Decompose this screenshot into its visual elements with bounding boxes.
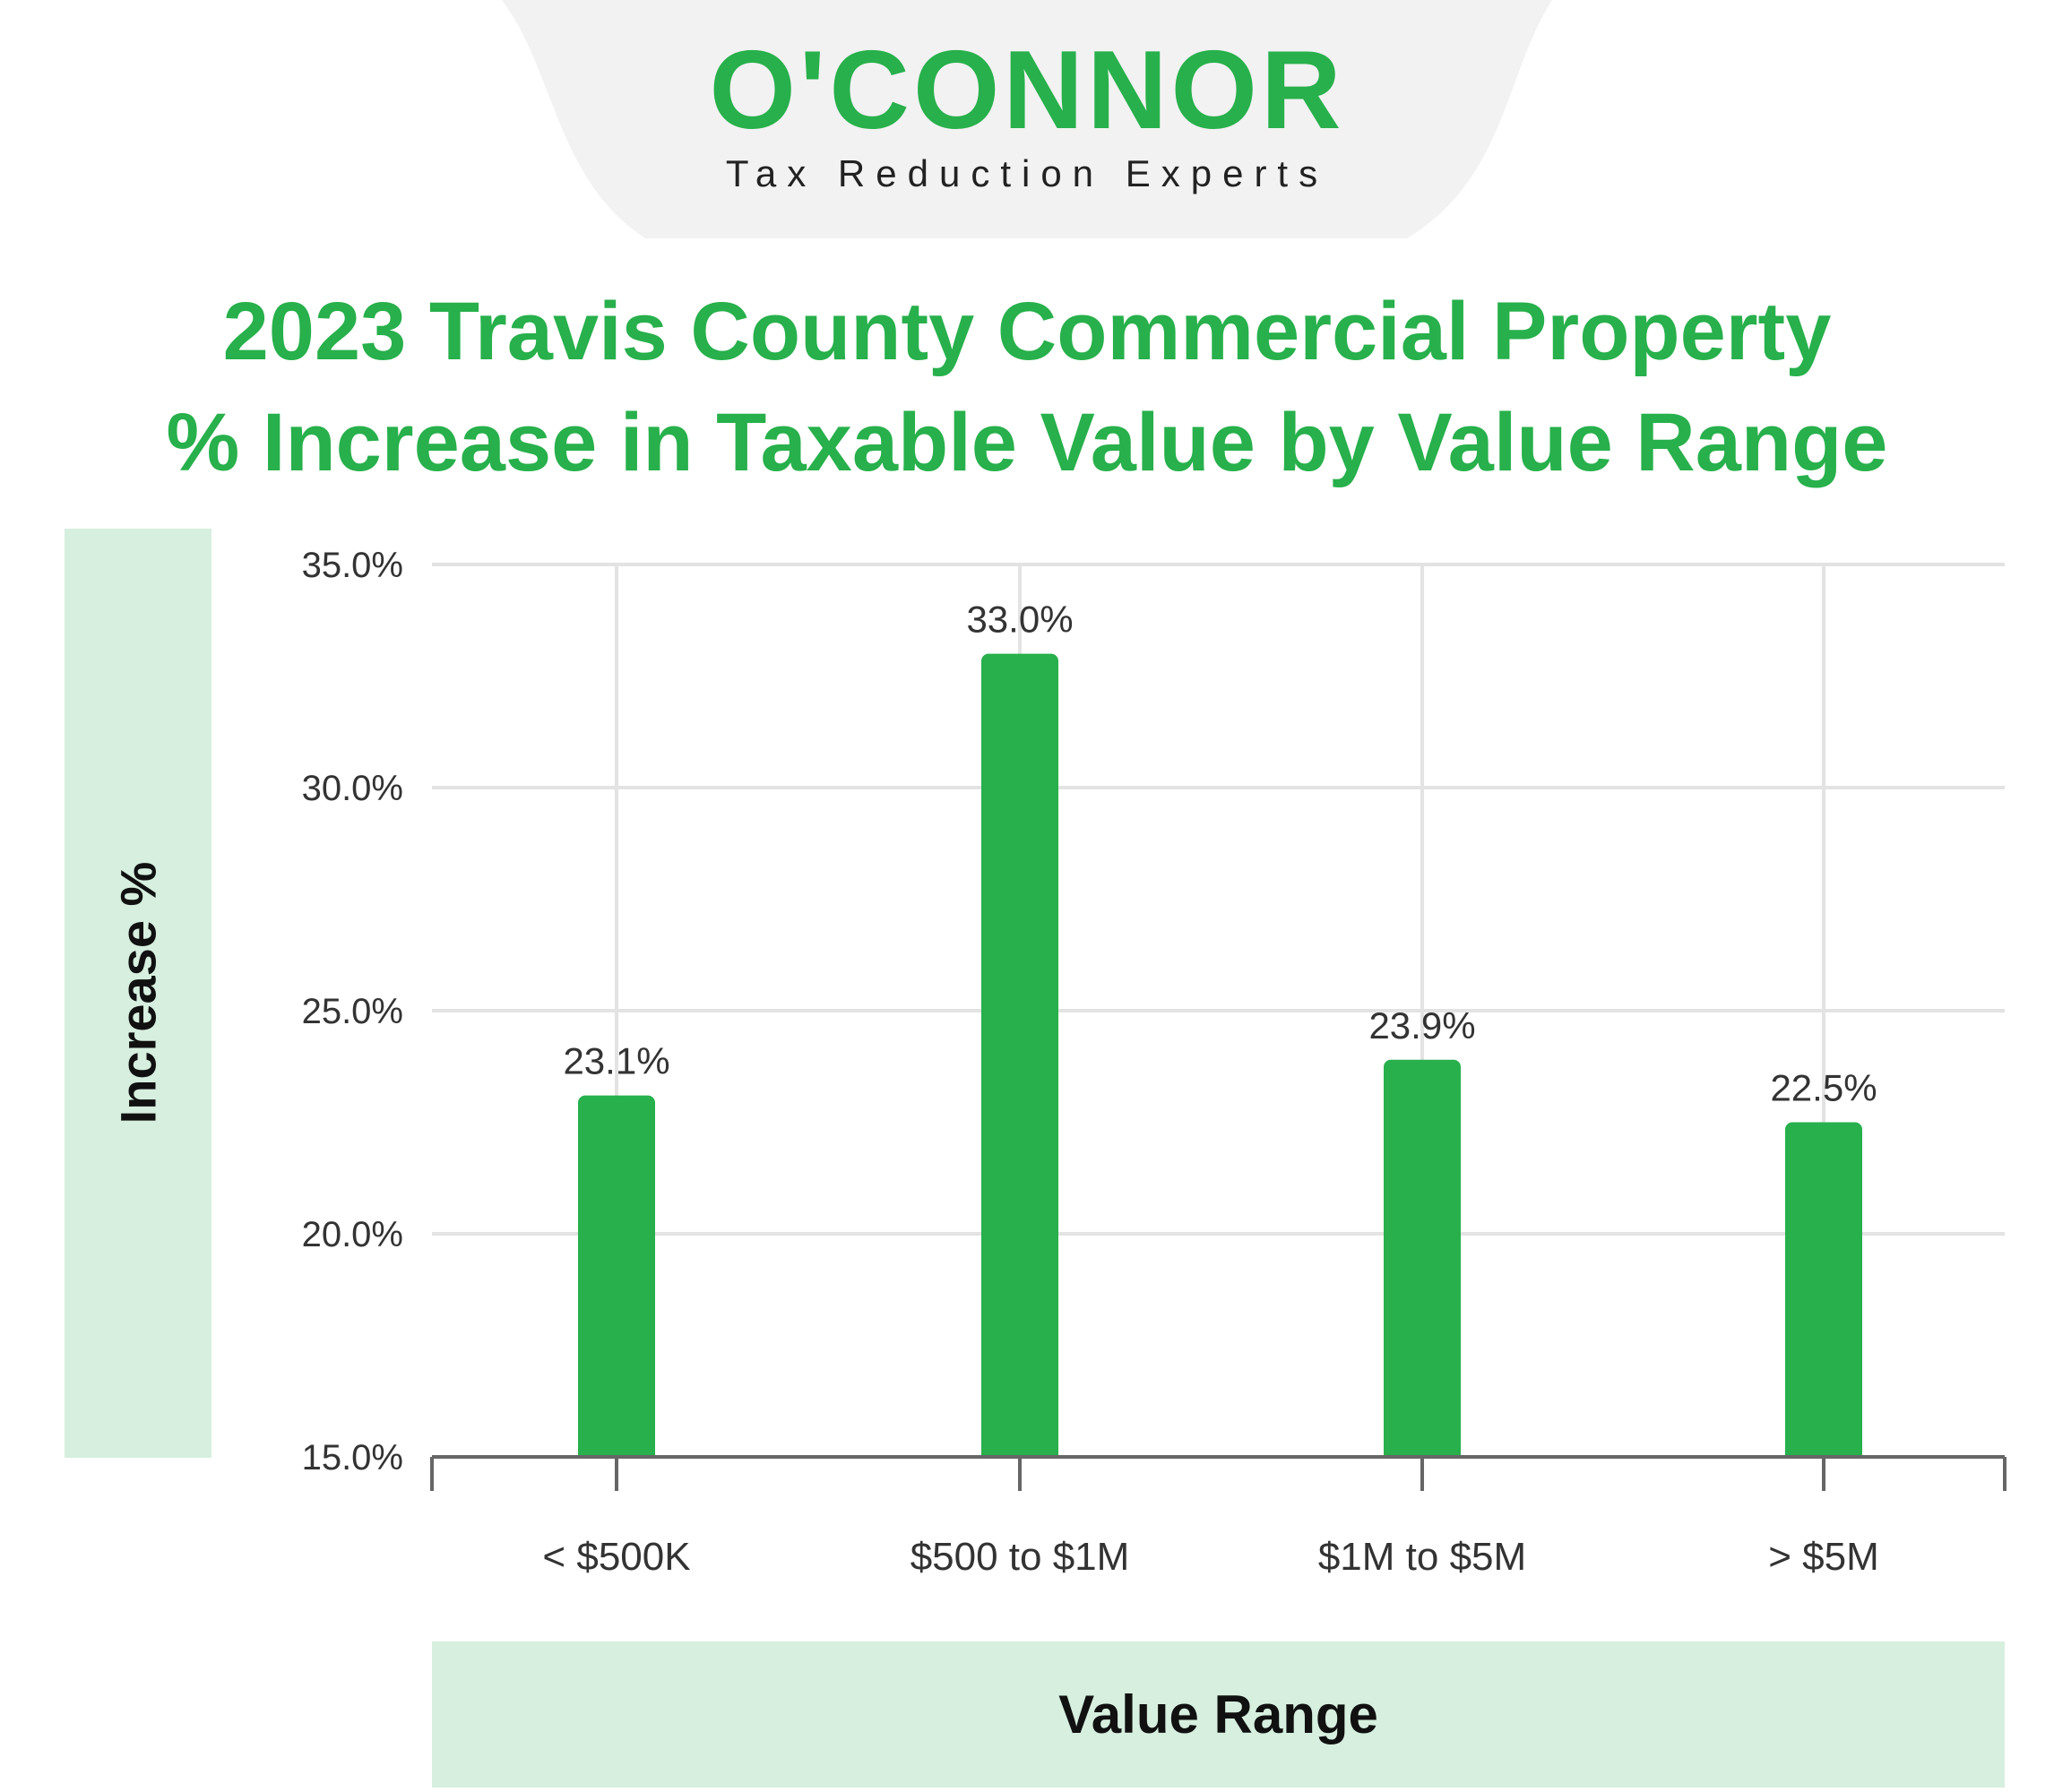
- x-tick-label: > $5M: [1768, 1535, 1879, 1579]
- y-tick-label: 35.0%: [302, 546, 403, 585]
- brand-logo: O'CONNOR: [709, 29, 1345, 152]
- logo-background: [502, 0, 1552, 238]
- data-label: 23.9%: [1368, 1004, 1475, 1047]
- chart-title-line2: % Increase in Taxable Value by Value Ran…: [166, 397, 1888, 488]
- data-label: 23.1%: [563, 1040, 669, 1082]
- bar: [1785, 1122, 1862, 1457]
- y-tick-label: 30.0%: [302, 769, 403, 808]
- brand-tagline: Tax Reduction Experts: [725, 152, 1329, 194]
- x-axis-label: Value Range: [1058, 1684, 1378, 1745]
- bar-base: [981, 1439, 1058, 1457]
- bar-chart: 15.0% 20.0% 25.0% 30.0% 35.0% 23.1% 33.0% 23.9%…: [302, 546, 2007, 1579]
- bar: [578, 1095, 655, 1457]
- bar: [981, 653, 1058, 1457]
- y-axis-label-panel: [65, 529, 211, 1458]
- bar-base: [1785, 1439, 1862, 1457]
- y-tick-label: 20.0%: [302, 1215, 403, 1254]
- x-tick-label: $500 to $1M: [910, 1535, 1130, 1579]
- x-axis-label-panel: Value Range: [432, 1641, 2005, 1788]
- bar: [1384, 1059, 1461, 1457]
- logo-header: O'CONNOR Tax Reduction Experts: [502, 0, 1552, 240]
- bar-base: [578, 1439, 655, 1457]
- x-tick-label: $1M to $5M: [1318, 1535, 1526, 1579]
- y-tick-label: 15.0%: [302, 1438, 403, 1478]
- x-tick-label: < $500K: [542, 1535, 690, 1579]
- bar-base: [1384, 1439, 1461, 1457]
- chart-title-line1: 2023 Travis County Commercial Property: [222, 286, 1832, 377]
- data-label: 22.5%: [1770, 1067, 1877, 1109]
- chart-title: 2023 Travis County Commercial Property %…: [0, 276, 2054, 498]
- y-tick-label: 25.0%: [302, 992, 403, 1031]
- data-label: 33.0%: [966, 599, 1073, 641]
